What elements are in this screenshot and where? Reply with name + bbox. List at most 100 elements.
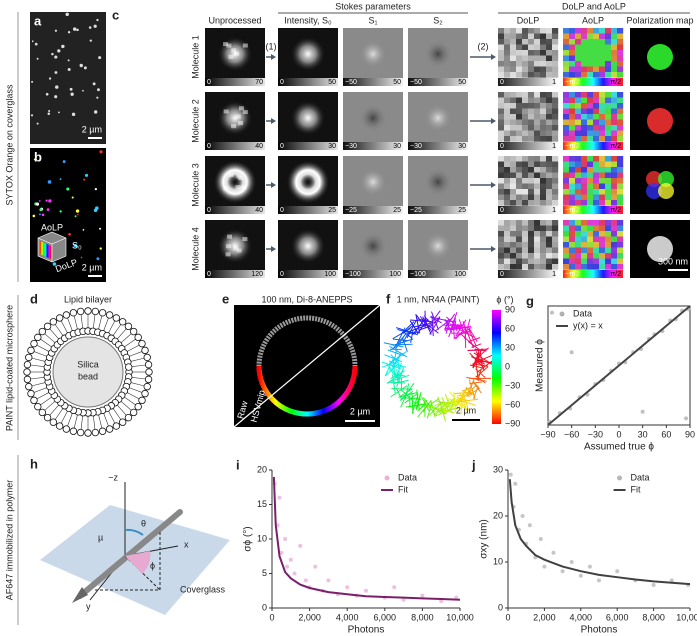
pixel — [575, 236, 582, 243]
stroke — [469, 364, 484, 369]
pixel — [563, 220, 570, 226]
pixel — [540, 39, 547, 45]
pixel — [552, 130, 559, 137]
head — [124, 322, 133, 331]
pixel — [587, 28, 594, 34]
spot — [67, 31, 71, 34]
pixel — [575, 39, 582, 45]
pixel — [569, 39, 576, 45]
pixel — [516, 242, 523, 248]
pixel — [528, 167, 535, 173]
pixel — [546, 61, 553, 67]
pixel — [522, 220, 529, 226]
pixel — [587, 231, 594, 237]
pixel — [528, 72, 535, 78]
pixel — [552, 161, 559, 168]
pixel — [522, 39, 529, 45]
pixel — [593, 119, 600, 126]
pixel — [528, 258, 535, 265]
pixel — [575, 55, 582, 62]
legend-label: Data — [573, 308, 592, 318]
pixel — [516, 92, 523, 98]
pixel — [593, 92, 600, 98]
pixel — [528, 39, 535, 45]
range-strip — [205, 270, 265, 278]
pixel — [575, 231, 582, 237]
row-label: Molecule 2 — [190, 99, 200, 143]
pixel — [617, 183, 624, 190]
pixel — [563, 92, 570, 98]
pixel — [587, 61, 594, 67]
pixel — [552, 178, 559, 184]
stroke — [390, 385, 408, 398]
pixel — [599, 183, 606, 190]
pixel — [534, 119, 541, 126]
range-max: 50 — [458, 79, 466, 86]
pixel — [231, 124, 237, 129]
pixel — [599, 119, 606, 126]
pixel — [546, 125, 553, 131]
tail — [130, 382, 145, 387]
stroke — [474, 360, 493, 364]
panel-title: 100 nm, Di-8-ANEPPS — [261, 294, 352, 304]
pixel — [617, 97, 624, 104]
section-label: AF647 immobilized in polymer — [4, 480, 14, 601]
pixel — [587, 161, 594, 168]
stroke — [387, 381, 406, 384]
data-point — [420, 593, 425, 598]
pixel — [575, 194, 582, 201]
pixel — [534, 103, 541, 109]
tail — [98, 414, 103, 429]
tail — [67, 413, 73, 427]
legend-label: Fit — [398, 484, 408, 494]
colorbar-tick: 60 — [505, 323, 515, 333]
pixel — [546, 72, 553, 78]
range-max: 25 — [458, 207, 466, 214]
pixel — [581, 200, 588, 206]
x-tick-label: 8,000 — [642, 612, 665, 622]
pixel — [569, 114, 576, 120]
pixel — [522, 50, 529, 56]
pixel — [575, 200, 582, 206]
panel-letter: e — [222, 291, 229, 306]
legend-label: Data — [398, 472, 417, 482]
spot — [74, 215, 77, 218]
pixel — [569, 225, 576, 232]
pixel — [587, 136, 594, 142]
head — [143, 382, 151, 391]
pixel — [540, 156, 547, 162]
pixel — [504, 92, 511, 98]
pixel — [617, 178, 624, 184]
pixel — [575, 97, 582, 104]
stroke — [462, 386, 472, 392]
range-min: 0 — [500, 207, 504, 214]
pixel — [498, 50, 505, 56]
pixel — [611, 125, 618, 131]
spot — [647, 44, 673, 70]
pixel — [605, 183, 612, 190]
data-point — [277, 495, 282, 500]
pixel — [581, 189, 588, 195]
pixel — [569, 136, 576, 142]
pixel — [581, 97, 588, 104]
image — [630, 156, 690, 214]
range-strip — [343, 142, 403, 150]
pixel — [593, 108, 600, 115]
pixel — [581, 236, 588, 243]
pixel — [522, 231, 529, 237]
pixel — [236, 248, 242, 253]
pixel — [605, 55, 612, 62]
pixel — [569, 92, 576, 98]
divider — [233, 304, 381, 428]
range-strip — [343, 206, 403, 214]
x-tick-label: 4,000 — [570, 612, 593, 622]
head — [34, 402, 42, 411]
spot — [290, 100, 326, 136]
data-point — [527, 523, 532, 528]
spot — [99, 150, 103, 154]
pixel — [540, 50, 547, 56]
pixel — [516, 253, 523, 259]
pixel — [510, 130, 517, 137]
spot — [61, 44, 65, 49]
range-strip — [278, 206, 338, 214]
